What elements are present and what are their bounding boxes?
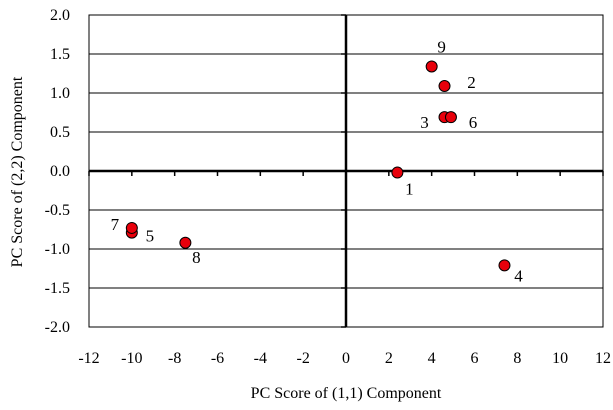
x-axis-title: PC Score of (1,1) Component — [251, 385, 442, 402]
x-tick-label: -12 — [78, 350, 99, 367]
y-tick-label: -1.0 — [45, 241, 70, 258]
x-tick-label: -2 — [297, 350, 310, 367]
x-tick-label: 6 — [471, 350, 479, 367]
point-label-1: 1 — [405, 180, 414, 199]
x-tick-label: 12 — [595, 350, 611, 367]
y-tick-label: 0.0 — [50, 163, 70, 180]
point-label-8: 8 — [192, 248, 201, 267]
data-point-6 — [444, 111, 457, 124]
data-point-2 — [438, 79, 451, 92]
x-tick-label: -8 — [168, 350, 181, 367]
y-tick-label: -1.5 — [45, 280, 70, 297]
point-labels: 1 2 3 4 5 6 7 8 9 — [111, 37, 524, 285]
x-tick-label: 4 — [428, 350, 436, 367]
data-point-7 — [125, 221, 138, 234]
data-point-8 — [179, 236, 192, 249]
data-point-1 — [391, 166, 404, 179]
y-tick-label: 2.0 — [50, 7, 70, 24]
x-tick-label: -10 — [121, 350, 142, 367]
x-tick-label: 2 — [385, 350, 393, 367]
tick-labels: -12 -10 -8 -6 -4 -2 0 2 4 6 8 10 122.01.51.00.50.0-0… — [45, 7, 611, 367]
point-label-5: 5 — [146, 227, 155, 246]
x-tick-label: -4 — [254, 350, 267, 367]
y-axis-title: PC Score of (2,2) Component — [9, 76, 26, 267]
data-point-4 — [498, 259, 511, 272]
y-tick-label: 0.5 — [50, 124, 70, 141]
y-tick-label: 1.5 — [50, 46, 70, 63]
point-label-2: 2 — [467, 73, 476, 92]
data-points — [125, 60, 511, 272]
point-label-7: 7 — [111, 215, 120, 234]
axes-layer — [88, 14, 604, 328]
point-label-6: 6 — [469, 113, 478, 132]
y-tick-label: 1.0 — [50, 85, 70, 102]
x-tick-label: -6 — [211, 350, 224, 367]
x-tick-label: 0 — [342, 350, 350, 367]
point-label-4: 4 — [514, 266, 523, 285]
data-point-9 — [425, 60, 438, 73]
point-label-9: 9 — [437, 37, 446, 56]
x-tick-label: 8 — [513, 350, 521, 367]
y-tick-label: -0.5 — [45, 202, 70, 219]
x-tick-label: 10 — [552, 350, 568, 367]
point-label-3: 3 — [420, 113, 429, 132]
y-tick-label: -2.0 — [45, 319, 70, 336]
